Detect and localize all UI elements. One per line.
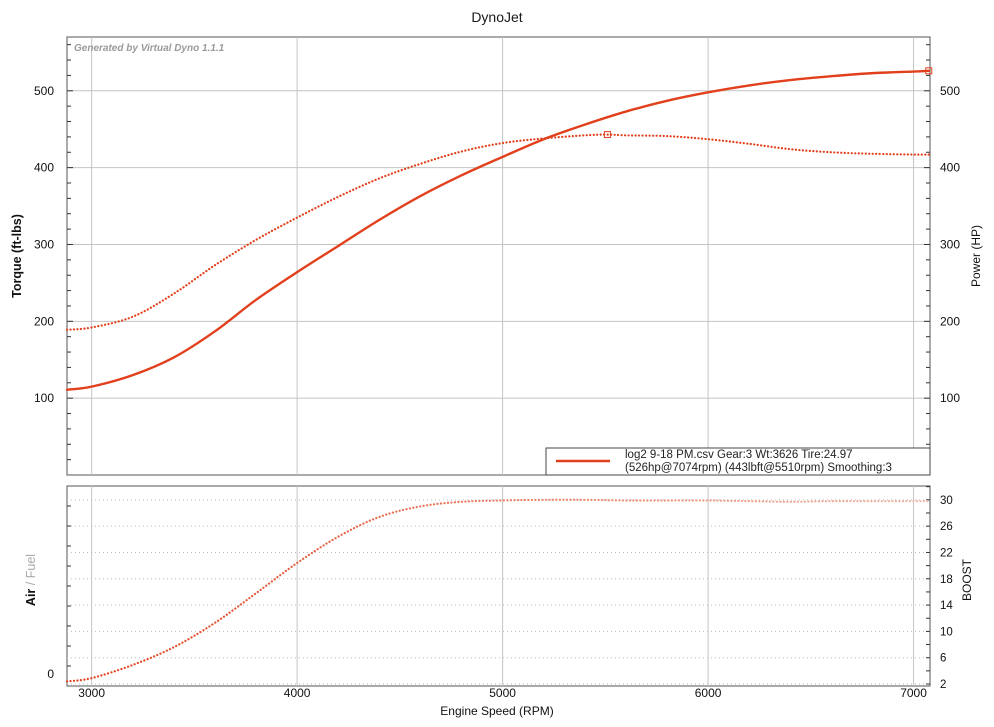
fuel-label: Fuel xyxy=(24,554,38,578)
boost-series-layer xyxy=(65,498,930,683)
rpm-tick-5000: 5000 xyxy=(489,686,516,700)
boost-tick-30: 30 xyxy=(940,495,953,507)
watermark: Generated by Virtual Dyno 1.1.1 xyxy=(74,43,225,54)
legend-line-2: (526hp@7074rpm) (443lbft@5510rpm) Smooth… xyxy=(625,462,892,474)
boost-tick-18: 18 xyxy=(940,574,953,586)
main-plot-area xyxy=(66,36,931,476)
torque-tick-labels: 100 200 300 400 500 xyxy=(34,84,54,405)
rpm-tick-6000: 6000 xyxy=(695,686,722,700)
boost-tick-10: 10 xyxy=(940,626,953,638)
air-fuel-separator: / xyxy=(24,578,38,588)
power-tick-labels: 100 200 300 400 500 xyxy=(940,84,960,405)
boost-tick-14: 14 xyxy=(940,600,953,612)
torque-tick-500: 500 xyxy=(34,84,54,98)
boost-axis-title: BOOST xyxy=(960,558,974,601)
torque-tick-100: 100 xyxy=(34,391,54,405)
air-label: Air xyxy=(24,589,38,607)
main-series-layer xyxy=(65,67,933,391)
rpm-tick-4000: 4000 xyxy=(284,686,311,700)
peak-marker-1 xyxy=(925,67,933,75)
rpm-tick-3000: 3000 xyxy=(78,686,105,700)
power-tick-400: 400 xyxy=(940,161,960,175)
power-axis-title: Power (HP) xyxy=(969,225,983,287)
power-tick-200: 200 xyxy=(940,314,960,328)
torque-tick-200: 200 xyxy=(34,314,54,328)
legend-line-1: log2 9-18 PM.csv Gear:3 Wt:3626 Tire:24.… xyxy=(625,449,853,461)
main-grid xyxy=(67,37,930,475)
peak-marker-0 xyxy=(603,131,611,139)
power-curve xyxy=(65,69,930,391)
power-tick-100: 100 xyxy=(940,391,960,405)
chart-title: DynoJet xyxy=(471,9,522,25)
boost-tick-26: 26 xyxy=(940,521,953,533)
torque-axis-title: Torque (ft-lbs) xyxy=(10,214,24,298)
torque-tick-400: 400 xyxy=(34,161,54,175)
air-fuel-tick-label: 0 xyxy=(47,667,54,681)
torque-curve xyxy=(65,133,930,331)
boost-tick-2: 2 xyxy=(940,679,946,691)
boost-minor-ticks xyxy=(67,486,930,685)
boost-tick-6: 6 xyxy=(940,653,946,665)
air-fuel-axis-title: Air / Fuel xyxy=(24,554,38,606)
boost-tick-22: 22 xyxy=(940,547,953,559)
boost-plot-area xyxy=(66,485,931,687)
boost-grid xyxy=(67,486,930,686)
rpm-tick-labels: 3000 4000 5000 6000 7000 xyxy=(78,686,927,700)
rpm-tick-7000: 7000 xyxy=(900,686,927,700)
rpm-axis-title: Engine Speed (RPM) xyxy=(440,704,553,718)
legend: log2 9-18 PM.csv Gear:3 Wt:3626 Tire:24.… xyxy=(545,447,931,476)
torque-tick-300: 300 xyxy=(34,237,54,251)
boost-curve xyxy=(65,498,930,683)
power-tick-500: 500 xyxy=(940,84,960,98)
power-tick-300: 300 xyxy=(940,237,960,251)
main-panel: Generated by Virtual Dyno 1.1.1 100 200 30… xyxy=(10,36,983,476)
